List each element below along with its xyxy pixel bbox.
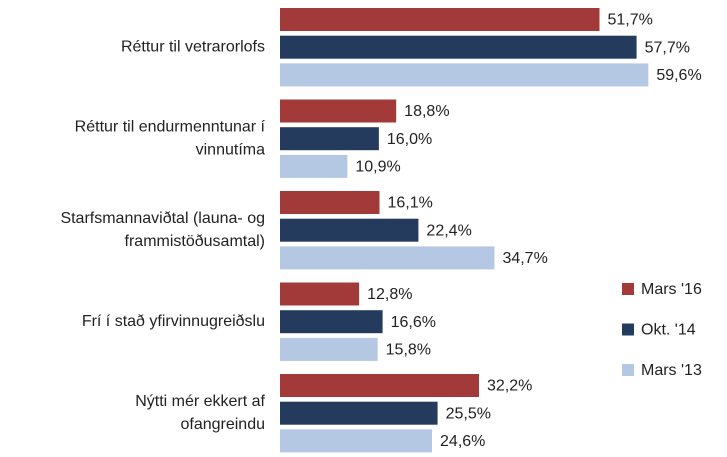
bar [280, 246, 495, 270]
category-label: vinnutíma [196, 141, 265, 158]
bar [280, 99, 397, 123]
value-label: 18,8% [404, 103, 449, 120]
value-label: 16,1% [387, 195, 432, 212]
value-label: 16,6% [391, 314, 436, 331]
category-label: Réttur til endurmenntunar í [75, 118, 266, 135]
value-label: 16,0% [387, 131, 432, 148]
bar [280, 191, 380, 214]
value-label: 12,8% [367, 286, 412, 303]
legend-swatch [622, 364, 634, 376]
category-label: Frí í stað yfirvinnugreiðslu [82, 313, 265, 330]
value-label: 10,9% [355, 159, 400, 176]
value-label: 51,7% [608, 12, 653, 29]
bar [280, 8, 600, 31]
value-label: 57,7% [645, 39, 690, 56]
value-label: 34,7% [502, 250, 547, 267]
bar [280, 218, 419, 242]
bar [280, 127, 379, 151]
category-label: Nýtti mér ekkert af [135, 393, 265, 410]
bar [280, 401, 438, 425]
value-label: 32,2% [487, 378, 532, 395]
bar [280, 282, 360, 306]
bar [280, 310, 383, 334]
value-label: 59,6% [656, 67, 701, 84]
value-label: 22,4% [426, 222, 471, 239]
value-label: 15,8% [386, 342, 431, 359]
bar [280, 35, 637, 59]
bar [280, 374, 479, 397]
legend-swatch [622, 283, 634, 295]
bar [280, 63, 649, 87]
category-label: ofangreindu [180, 416, 265, 433]
legend-label: Okt. '14 [641, 322, 696, 339]
category-label: Starfsmannaviðtal (launa- og [60, 210, 265, 227]
legend-label: Mars '13 [641, 362, 702, 379]
category-label: frammistöðusamtal) [125, 233, 265, 250]
category-label: Réttur til vetrarorlofs [121, 38, 265, 55]
bar [280, 429, 433, 453]
legend-swatch [622, 323, 634, 336]
bar [280, 154, 348, 178]
bar [280, 337, 378, 361]
value-label: 24,6% [440, 433, 485, 450]
value-label: 25,5% [446, 405, 491, 422]
legend-label: Mars '16 [641, 281, 702, 298]
